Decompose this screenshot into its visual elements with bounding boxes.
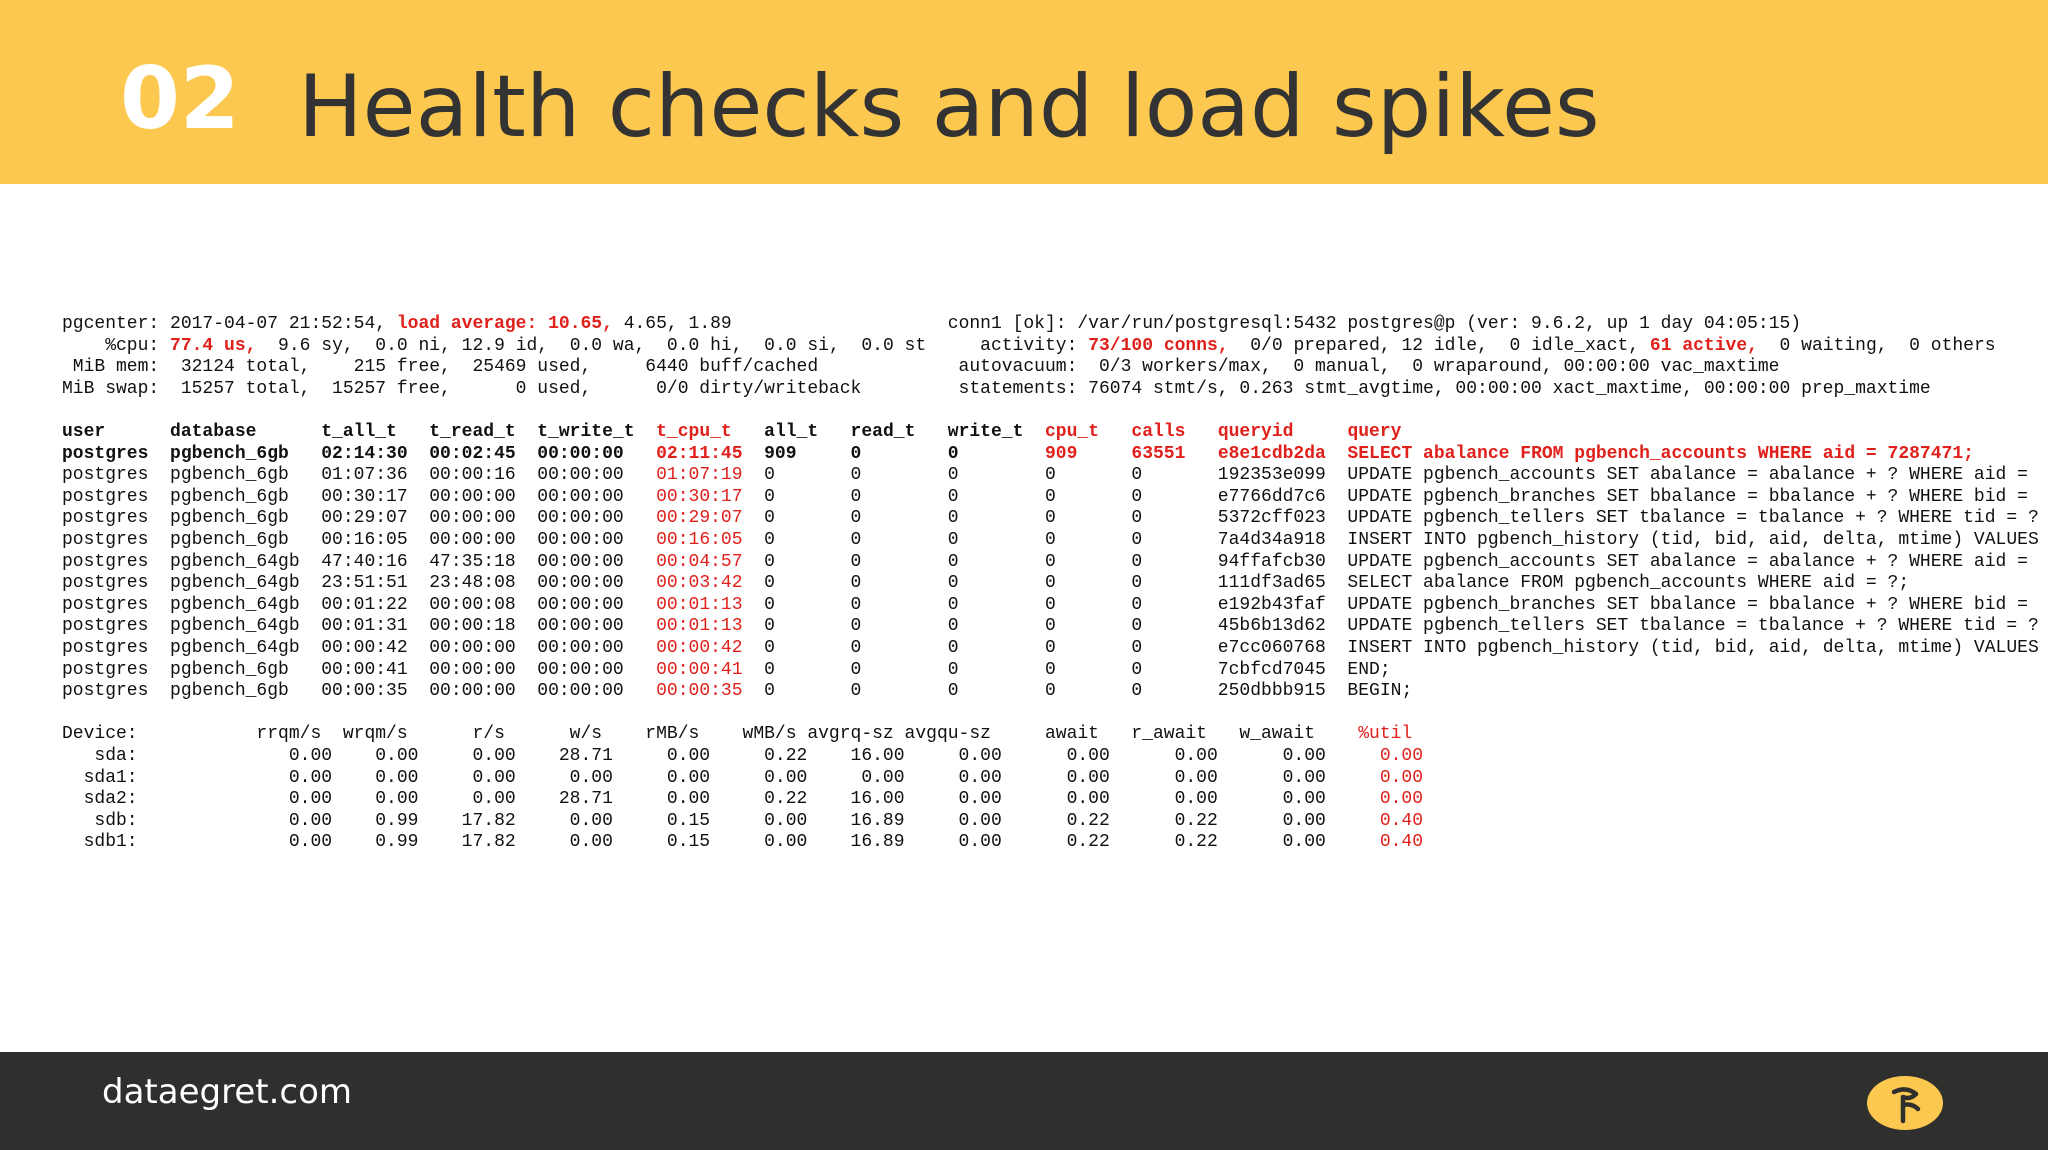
terminal-text: %cpu: bbox=[62, 336, 171, 356]
query-row: postgres pgbench_6gb 00:29:07 00:00:00 0… bbox=[62, 507, 2039, 529]
summary-line: %cpu: 77.4 us, 9.6 sy, 0.0 ni, 12.9 id, … bbox=[62, 335, 1996, 357]
query-row: postgres pgbench_6gb 00:16:05 00:00:00 0… bbox=[62, 529, 2039, 551]
query-row: postgres pgbench_64gb 23:51:51 23:48:08 … bbox=[62, 572, 1909, 594]
terminal-text: 0 0 0 0 0 7a4d34a918 INSERT INTO pgbench… bbox=[742, 530, 2039, 550]
terminal-text: load average: 10.65, bbox=[396, 314, 613, 334]
terminal-text: 0 0 0 0 0 94ffafcb30 UPDATE pgbench_acco… bbox=[742, 552, 2028, 572]
terminal-text: 4.65, 1.89 conn1 [ok]: /var/run/postgres… bbox=[612, 314, 1802, 334]
terminal-text: 0/0 prepared, 12 idle, 0 idle_xact, bbox=[1228, 336, 1650, 356]
slide-title: Health checks and load spikes bbox=[298, 57, 1600, 157]
terminal-text: 0 0 0 0 0 7cbfcd7045 END; bbox=[742, 660, 1391, 680]
terminal-text: postgres pgbench_6gb 00:16:05 00:00:00 0… bbox=[62, 530, 657, 550]
site-link[interactable]: dataegret.com bbox=[102, 1072, 352, 1112]
terminal-text: sda: 0.00 0.00 0.00 28.71 0.00 0.22 16.0… bbox=[62, 746, 1380, 766]
slide-number: 02 bbox=[120, 49, 240, 149]
terminal-text: %util bbox=[1358, 724, 1413, 744]
terminal-text: 00:00:42 bbox=[656, 638, 743, 658]
terminal-text: 0.40 bbox=[1379, 811, 1424, 831]
terminal-text: 9.6 sy, 0.0 ni, 12.9 id, 0.0 wa, 0.0 hi,… bbox=[256, 336, 1089, 356]
query-row: postgres pgbench_6gb 01:07:36 00:00:16 0… bbox=[62, 464, 2028, 486]
summary-line: MiB mem: 32124 total, 215 free, 25469 us… bbox=[62, 356, 1780, 378]
terminal-text: all_t read_t write_t bbox=[731, 422, 1045, 442]
terminal-text: 0.00 bbox=[1379, 746, 1424, 766]
terminal-text: 0 waiting, 0 others bbox=[1757, 336, 1996, 356]
terminal-text: user database t_all_t t_read_t t_write_t bbox=[62, 422, 657, 442]
terminal-text: postgres pgbench_64gb 23:51:51 23:48:08 … bbox=[62, 573, 657, 593]
terminal-text: 00:16:05 bbox=[656, 530, 743, 550]
queries-header: user database t_all_t t_read_t t_write_t… bbox=[62, 421, 1401, 443]
terminal-text: 00:03:42 bbox=[656, 573, 743, 593]
terminal-text: MiB swap: 15257 total, 15257 free, 0 use… bbox=[62, 379, 1931, 399]
summary-line: pgcenter: 2017-04-07 21:52:54, load aver… bbox=[62, 313, 1801, 335]
device-row: sdb: 0.00 0.99 17.82 0.00 0.15 0.00 16.8… bbox=[62, 810, 1423, 832]
terminal-text: 0 0 0 0 0 45b6b13d62 UPDATE pgbench_tell… bbox=[742, 616, 2039, 636]
terminal-text: sdb: 0.00 0.99 17.82 0.00 0.15 0.00 16.8… bbox=[62, 811, 1380, 831]
terminal-text: 0.00 bbox=[1379, 768, 1424, 788]
devices-header: Device: rrqm/s wrqm/s r/s w/s rMB/s wMB/… bbox=[62, 723, 1412, 745]
terminal-text: postgres pgbench_64gb 00:01:31 00:00:18 … bbox=[62, 616, 657, 636]
terminal-text: postgres pgbench_64gb 47:40:16 47:35:18 … bbox=[62, 552, 657, 572]
terminal-text: postgres pgbench_6gb 00:30:17 00:00:00 0… bbox=[62, 487, 657, 507]
query-row: postgres pgbench_64gb 00:01:22 00:00:08 … bbox=[62, 594, 2028, 616]
query-row: postgres pgbench_6gb 00:00:41 00:00:00 0… bbox=[62, 659, 1391, 681]
query-row: postgres pgbench_6gb 00:00:35 00:00:00 0… bbox=[62, 680, 1412, 702]
terminal-text: 00:00:35 bbox=[656, 681, 743, 701]
terminal-text: 0.00 bbox=[1379, 789, 1424, 809]
terminal-text: t_cpu_t bbox=[656, 422, 732, 442]
terminal-text: 00:01:13 bbox=[656, 595, 743, 615]
terminal-text: 00:01:13 bbox=[656, 616, 743, 636]
terminal-text: postgres pgbench_6gb 02:14:30 00:02:45 0… bbox=[62, 444, 657, 464]
terminal-text: postgres pgbench_6gb 00:00:41 00:00:00 0… bbox=[62, 660, 657, 680]
terminal-text: pgcenter: 2017-04-07 21:52:54, bbox=[62, 314, 397, 334]
terminal-text: sdb1: 0.00 0.99 17.82 0.00 0.15 0.00 16.… bbox=[62, 832, 1380, 852]
terminal-text: postgres pgbench_64gb 00:00:42 00:00:00 … bbox=[62, 638, 657, 658]
device-row: sda: 0.00 0.00 0.00 28.71 0.00 0.22 16.0… bbox=[62, 745, 1423, 767]
terminal-text: MiB mem: 32124 total, 215 free, 25469 us… bbox=[62, 357, 1780, 377]
terminal-text: sda1: 0.00 0.00 0.00 0.00 0.00 0.00 0.00… bbox=[62, 768, 1380, 788]
terminal-text: 909 0 0 bbox=[742, 444, 1045, 464]
terminal-text: 77.4 us, bbox=[170, 336, 257, 356]
terminal-text: 0 0 0 0 0 111df3ad65 SELECT abalance FRO… bbox=[742, 573, 1910, 593]
summary-line: MiB swap: 15257 total, 15257 free, 0 use… bbox=[62, 378, 1931, 400]
dataegret-logo-icon bbox=[1867, 1076, 1943, 1130]
terminal-text: sda2: 0.00 0.00 0.00 28.71 0.00 0.22 16.… bbox=[62, 789, 1380, 809]
terminal-text: 909 63551 e8e1cdb2da SELECT abalance FRO… bbox=[1044, 444, 1974, 464]
terminal-text: 0 0 0 0 0 192353e099 UPDATE pgbench_acco… bbox=[742, 465, 2028, 485]
terminal-text: 0 0 0 0 0 250dbbb915 BEGIN; bbox=[742, 681, 1413, 701]
device-row: sdb1: 0.00 0.99 17.82 0.00 0.15 0.00 16.… bbox=[62, 831, 1423, 853]
terminal-text: 73/100 conns, bbox=[1088, 336, 1229, 356]
footer-bar bbox=[0, 1052, 2048, 1150]
query-row: postgres pgbench_64gb 47:40:16 47:35:18 … bbox=[62, 551, 2028, 573]
terminal-text: 00:00:41 bbox=[656, 660, 743, 680]
terminal-text: 0 0 0 0 0 e192b43faf UPDATE pgbench_bran… bbox=[742, 595, 2028, 615]
terminal-text: 01:07:19 bbox=[656, 465, 743, 485]
query-row: postgres pgbench_6gb 00:30:17 00:00:00 0… bbox=[62, 486, 2028, 508]
terminal-text: postgres pgbench_64gb 00:01:22 00:00:08 … bbox=[62, 595, 657, 615]
header-bar: 02 Health checks and load spikes bbox=[0, 0, 2048, 184]
terminal-text: 00:29:07 bbox=[656, 508, 743, 528]
device-row: sda1: 0.00 0.00 0.00 0.00 0.00 0.00 0.00… bbox=[62, 767, 1423, 789]
terminal-text: postgres pgbench_6gb 00:29:07 00:00:00 0… bbox=[62, 508, 657, 528]
terminal-text: postgres pgbench_6gb 01:07:36 00:00:16 0… bbox=[62, 465, 657, 485]
terminal-text: 0 0 0 0 0 5372cff023 UPDATE pgbench_tell… bbox=[742, 508, 2039, 528]
device-row: sda2: 0.00 0.00 0.00 28.71 0.00 0.22 16.… bbox=[62, 788, 1423, 810]
terminal-text: cpu_t calls queryid query bbox=[1045, 422, 1402, 442]
terminal-text: postgres pgbench_6gb 00:00:35 00:00:00 0… bbox=[62, 681, 657, 701]
terminal-text: 00:04:57 bbox=[656, 552, 743, 572]
terminal-text: 00:30:17 bbox=[656, 487, 743, 507]
query-row-top: postgres pgbench_6gb 02:14:30 00:02:45 0… bbox=[62, 443, 1974, 465]
query-row: postgres pgbench_64gb 00:01:31 00:00:18 … bbox=[62, 615, 2039, 637]
query-row: postgres pgbench_64gb 00:00:42 00:00:00 … bbox=[62, 637, 2039, 659]
terminal-text: 0 0 0 0 0 e7766dd7c6 UPDATE pgbench_bran… bbox=[742, 487, 2028, 507]
terminal-text: 61 active, bbox=[1649, 336, 1758, 356]
terminal-text: Device: rrqm/s wrqm/s r/s w/s rMB/s wMB/… bbox=[62, 724, 1359, 744]
terminal-text: 0.40 bbox=[1379, 832, 1424, 852]
terminal-text: 0 0 0 0 0 e7cc060768 INSERT INTO pgbench… bbox=[742, 638, 2039, 658]
terminal-text: 02:11:45 bbox=[656, 444, 743, 464]
